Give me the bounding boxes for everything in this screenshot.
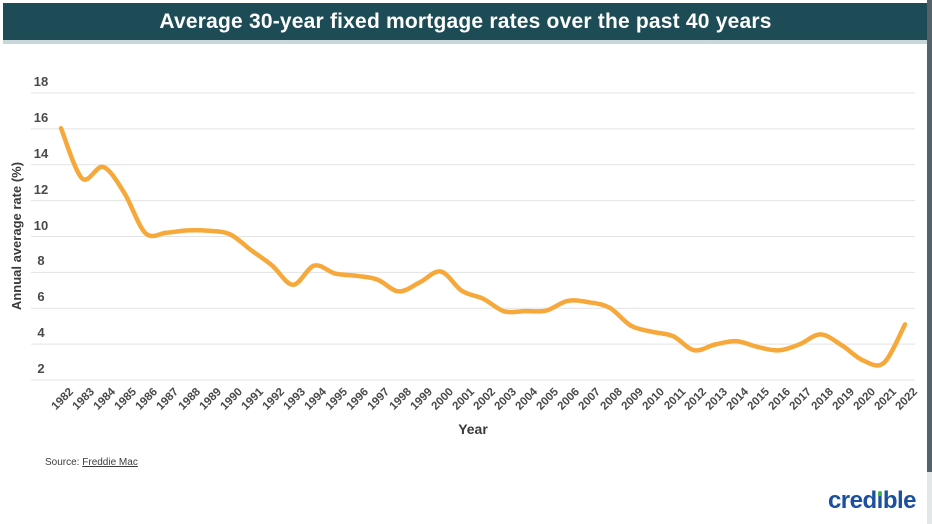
x-tick-label: 2007 [576, 386, 604, 413]
x-tick-label: 2020 [851, 386, 879, 413]
x-tick-label: 2004 [513, 386, 541, 413]
logo-i-dot [877, 491, 883, 496]
y-tick-label: 8 [37, 253, 45, 268]
logo-text-pre: cred [827, 487, 877, 514]
x-tick-label: 2014 [724, 386, 752, 413]
scrollbar-track[interactable] [927, 0, 932, 524]
x-tick-label: 1993 [281, 386, 309, 413]
x-tick-label: 1997 [365, 386, 393, 413]
x-tick-label: 2009 [619, 386, 647, 413]
x-tick-label: 1999 [408, 386, 436, 413]
x-tick-label: 1988 [176, 386, 204, 413]
x-tick-label: 2018 [809, 386, 837, 413]
x-tick-label: 1989 [197, 386, 225, 413]
header-divider [3, 40, 928, 44]
y-tick-label: 6 [37, 289, 45, 304]
x-tick-label: 2010 [640, 386, 668, 413]
y-tick-label: 4 [37, 325, 45, 340]
x-tick-label: 1986 [133, 386, 161, 413]
x-tick-label: 2002 [471, 386, 499, 413]
logo-text-post: ble [882, 487, 917, 514]
y-tick-label: 18 [33, 74, 49, 89]
source-note: Source: Freddie Mac [45, 457, 138, 468]
x-tick-label: 1996 [344, 386, 372, 413]
credible-logo: credı ble [827, 487, 917, 514]
x-tick-label: 1982 [49, 386, 77, 413]
x-tick-label: 2006 [555, 386, 583, 413]
y-axis-title: Annual average rate (%) [9, 161, 24, 311]
x-tick-label: 1994 [302, 386, 330, 413]
y-tick-label: 14 [33, 146, 49, 161]
x-tick-label: 1998 [387, 386, 415, 413]
scrollbar-thumb[interactable] [927, 0, 932, 472]
x-tick-label: 2019 [830, 386, 858, 413]
x-tick-label: 1987 [154, 386, 182, 413]
x-tick-label: 2012 [682, 386, 710, 413]
x-tick-label: 2013 [703, 386, 731, 413]
x-tick-label: 1983 [70, 386, 98, 413]
x-tick-label: 2015 [745, 386, 773, 413]
x-tick-label: 1995 [323, 386, 351, 413]
x-tick-label: 2011 [662, 386, 689, 413]
x-tick-label: 1991 [239, 386, 267, 413]
x-tick-label: 2008 [598, 386, 626, 413]
y-tick-label: 2 [37, 361, 45, 376]
x-tick-label: 2003 [492, 386, 520, 413]
x-tick-label: 2005 [534, 386, 562, 413]
y-tick-label: 16 [33, 110, 49, 125]
x-axis-title: Year [458, 421, 488, 437]
x-tick-label: 2017 [787, 386, 815, 413]
gridlines [31, 92, 915, 381]
y-tick-label: 10 [33, 218, 49, 233]
source-prefix: Source: [45, 457, 80, 468]
x-tick-label: 2016 [766, 386, 794, 413]
chart-header: Average 30-year fixed mortgage rates ove… [3, 3, 928, 40]
chart-title: Average 30-year fixed mortgage rates ove… [159, 9, 772, 33]
logo-i: ı [876, 487, 884, 514]
rate-line-series [58, 125, 908, 368]
x-tick-label: 2001 [450, 386, 478, 413]
x-tick-label: 1990 [218, 386, 246, 413]
x-tick-label: 2000 [429, 386, 457, 413]
x-tick-label: 1984 [91, 386, 119, 413]
source-link[interactable]: Freddie Mac [82, 457, 138, 468]
x-tick-label: 1992 [260, 386, 288, 413]
y-tick-label: 12 [33, 182, 49, 197]
x-tick-label: 2022 [893, 386, 921, 413]
x-tick-label: 1985 [112, 386, 140, 413]
x-tick-label: 2021 [872, 386, 900, 413]
